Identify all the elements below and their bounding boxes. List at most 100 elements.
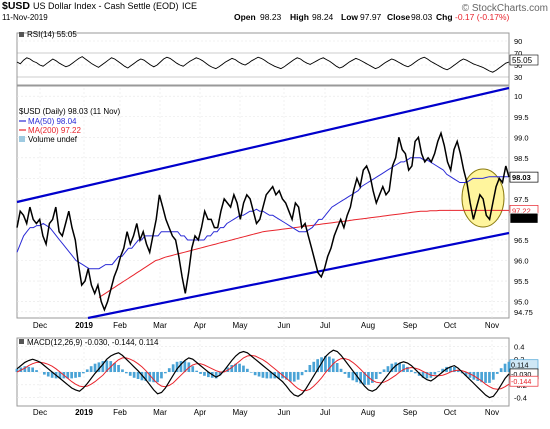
macd-hist-bar — [265, 372, 269, 379]
price-tick-label: 98.5 — [514, 154, 529, 163]
x-tick-label: Nov — [485, 408, 499, 417]
rsi-panel: RSI(14) 55.05 90 70 50 30 55.05 — [16, 30, 539, 86]
macd-hist-bar — [363, 372, 366, 385]
x-tick-label: May — [232, 408, 247, 417]
rsi-legend: RSI(14) 55.05 — [19, 30, 77, 39]
macd-badge-value: -0.030 — [511, 370, 531, 379]
ohlc-readout: Open 98.23 High 98.24 Low 97.97 Close 98… — [234, 12, 509, 22]
x-tick-label: Jun — [278, 408, 291, 417]
macd-hist-bar — [140, 372, 144, 381]
macd-signal-line — [16, 354, 510, 392]
macd-badge-value: -0.144 — [511, 377, 531, 386]
macd-hist-bar — [167, 368, 171, 372]
macd-hist-bar — [43, 372, 46, 375]
macd-hist-bar — [23, 366, 27, 372]
macd-hist-bar — [367, 372, 370, 385]
macd-hist-bar — [413, 372, 417, 374]
macd-legend: MACD(12,26,9) -0.030, -0.144, 0.114 — [19, 338, 159, 347]
macd-hist-bar — [398, 363, 401, 372]
macd-hist-bar — [453, 366, 456, 372]
macd-hist-bar — [70, 372, 73, 379]
macd-hist-bar — [179, 361, 183, 372]
x-tick-label: Nov — [485, 321, 499, 330]
price-badge-value: 97.22 — [512, 206, 531, 215]
macd-tick-label: 0.4 — [514, 342, 524, 351]
price-tick-label: 95.0 — [514, 298, 529, 307]
macd-hist-bar — [277, 372, 280, 379]
low-value: 97.97 — [360, 12, 382, 22]
macd-hist-bar — [328, 356, 331, 372]
macd-hist-bar — [15, 368, 19, 372]
close-value: 98.03 — [411, 12, 433, 22]
rsi-tick-label: 30 — [514, 73, 522, 82]
macd-hist-bar — [249, 372, 253, 373]
macd-badge: -0.144 — [509, 375, 539, 387]
macd-hist-bar — [410, 370, 413, 372]
macd-hist-bar — [433, 372, 437, 375]
high-value: 98.24 — [312, 12, 334, 22]
x-tick-label: Feb — [113, 321, 127, 330]
price-y-axis: 1099.599.098.598.097.597.096.596.095.595… — [514, 92, 533, 317]
x-tick-label: 2019 — [75, 408, 93, 417]
macd-hist-bar — [171, 364, 175, 372]
macd-line — [16, 349, 510, 399]
macd-hist-bar — [207, 372, 210, 378]
close-label: Close — [387, 12, 410, 22]
macd-hist-bar — [437, 371, 441, 372]
x-tick-label: Dec — [33, 321, 47, 330]
volume-legend-text: Volume undef — [28, 135, 78, 144]
x-tick-label: Feb — [113, 408, 127, 417]
macd-hist-bar — [132, 372, 136, 378]
macd-hist-bar — [218, 372, 222, 376]
price-legend-symbol: $USD (Daily) 98.03 (11 Nov) — [19, 107, 121, 116]
macd-hist-bar — [234, 363, 237, 372]
price-tick-label: 97.5 — [514, 195, 529, 204]
price-badge-box — [509, 171, 539, 183]
rsi-grid — [17, 40, 509, 78]
price-x-axis: Dec 2019 Feb Mar Apr May Jun Jul Aug Sep Oct Nov — [33, 321, 499, 330]
macd-hist-bar — [113, 363, 116, 372]
macd-hist-bar — [261, 372, 265, 378]
x-tick-label: Sep — [403, 321, 418, 330]
price-badge-box — [509, 212, 539, 224]
rsi-tick-label: 70 — [514, 49, 522, 58]
macd-hist-bar — [441, 368, 444, 372]
macd-hist-bar — [152, 372, 155, 383]
macd-hist-bar — [355, 372, 359, 383]
macd-hist-bar — [50, 372, 54, 378]
x-tick-label: Jul — [320, 321, 330, 330]
channel-upper-line — [16, 86, 510, 204]
macd-hist-bar — [78, 372, 81, 378]
x-tick-label: Apr — [194, 408, 207, 417]
macd-hist-bar — [382, 369, 386, 372]
macd-hist-bar — [503, 363, 507, 372]
price-line — [16, 130, 510, 312]
macd-hist-bar — [484, 372, 487, 383]
rsi-value-badge: 55.05 — [509, 54, 539, 66]
macd-hist-bar — [27, 366, 31, 372]
macd-hist-bar — [203, 372, 206, 376]
ma50-legend-text: MA(50) 98.04 — [28, 117, 77, 126]
channel-lower-line — [87, 231, 510, 320]
macd-hist-bar — [456, 370, 460, 372]
macd-hist-bar — [214, 372, 218, 379]
macd-hist-bar — [308, 365, 312, 372]
macd-hist-bar — [488, 372, 491, 383]
macd-badge: 0.114 — [509, 359, 539, 371]
x-tick-label: May — [232, 321, 247, 330]
macd-hist-bar — [331, 358, 335, 372]
price-tick-label: 94.75 — [514, 308, 533, 317]
macd-hist-bar — [125, 372, 128, 374]
macd-hist-bar — [93, 363, 97, 372]
macd-hist-bar — [253, 372, 257, 376]
macd-hist-bar — [343, 372, 347, 374]
macd-hist-bar — [402, 364, 405, 372]
rsi-tick-label: 90 — [514, 37, 522, 46]
macd-hist-bar — [324, 356, 327, 372]
price-badge-value: 98.03 — [512, 173, 531, 182]
chart-date: 11-Nov-2019 — [2, 13, 48, 22]
macd-hist-bar — [464, 372, 468, 376]
macd-legend-swatch — [19, 339, 24, 344]
ma200-legend-text: MA(200) 97.22 — [28, 126, 81, 135]
macd-hist-bar — [378, 372, 382, 374]
